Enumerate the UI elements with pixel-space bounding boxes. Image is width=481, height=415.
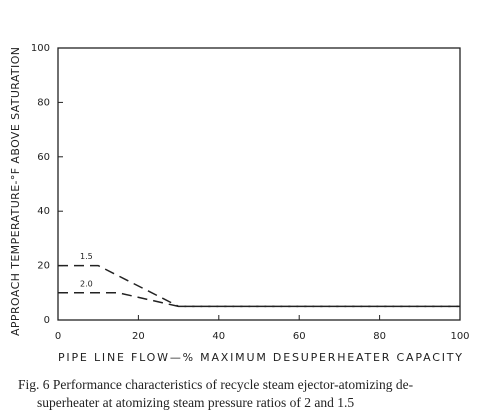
series-line — [58, 264, 460, 308]
x-tick-label: 60 — [293, 331, 306, 342]
series-line — [58, 292, 460, 308]
plot-frame — [57, 47, 461, 321]
y-tick-label: 80 — [37, 97, 50, 108]
y-tick-label: 0 — [44, 315, 50, 326]
caption-line: Fig. 6 Performance characteristics of re… — [18, 377, 414, 392]
x-tick-label: 0 — [55, 331, 61, 342]
y-tick-label: 20 — [37, 261, 50, 272]
x-tick-label: 20 — [132, 331, 145, 342]
x-tick-label: 100 — [450, 331, 469, 342]
series-label: 1.5 — [80, 252, 93, 261]
y-tick-label: 60 — [37, 152, 50, 163]
y-tick-label: 40 — [37, 206, 50, 217]
y-tick-label: 100 — [31, 43, 50, 54]
x-tick-label: 40 — [212, 331, 225, 342]
series-label: 2.0 — [80, 279, 93, 288]
caption-line: superheater at atomizing steam pressure … — [37, 395, 354, 410]
x-axis-label: PIPE LINE FLOW—% MAXIMUM DESUPERHEATER C… — [58, 351, 463, 364]
x-tick-label: 80 — [373, 331, 386, 342]
y-axis-label: APPROACH TEMPERATURE-°F ABOVE SATURATION — [9, 46, 22, 336]
